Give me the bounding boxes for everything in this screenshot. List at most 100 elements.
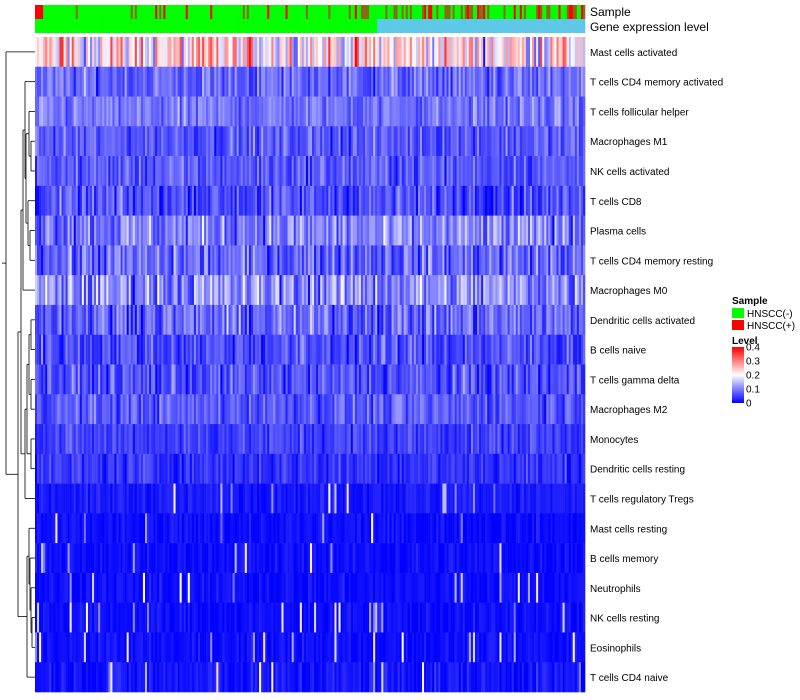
heatmap-cell	[550, 126, 553, 157]
heatmap-cell	[377, 483, 380, 514]
heatmap-cell	[424, 156, 427, 187]
heatmap-cell	[100, 334, 103, 365]
heatmap-cell	[165, 185, 168, 216]
heatmap-cell	[271, 304, 274, 336]
heatmap-cell	[269, 453, 272, 484]
heatmap-cell	[307, 185, 311, 216]
heatmap-cell	[554, 156, 557, 187]
heatmap-cell	[489, 453, 492, 484]
heatmap-cell	[540, 394, 543, 425]
heatmap-cell	[527, 364, 531, 395]
heatmap-cell	[130, 275, 134, 306]
heatmap-cell	[444, 66, 447, 97]
heatmap-cell	[303, 245, 307, 276]
heatmap-cell	[452, 453, 455, 484]
heatmap-cell	[214, 215, 217, 246]
heatmap-cell	[485, 483, 488, 514]
heatmap-cell	[299, 66, 303, 97]
heatmap-cell	[140, 334, 144, 365]
heatmap-cell	[523, 215, 527, 246]
heatmap-cell	[544, 483, 547, 514]
heatmap-cell	[519, 96, 523, 127]
heatmap-cell	[81, 185, 85, 216]
heatmap-cell	[106, 394, 109, 425]
sample-annotation-cell	[556, 5, 559, 19]
heatmap-cell	[354, 37, 358, 68]
heatmap-cell	[305, 364, 309, 395]
heatmap-cell	[303, 215, 307, 246]
heatmap-cell	[204, 215, 207, 246]
heatmap-cell	[454, 96, 457, 127]
sample-annotation-cell	[301, 5, 305, 19]
heatmap-cell	[41, 185, 44, 216]
heatmap-cell	[310, 334, 313, 365]
heatmap-cell	[236, 275, 240, 306]
heatmap-cell	[216, 513, 219, 544]
heatmap-cell	[530, 96, 533, 127]
heatmap-cell	[98, 334, 101, 365]
heatmap-cell	[303, 126, 307, 157]
heatmap-cell	[511, 304, 515, 336]
heatmap-cell	[240, 334, 244, 365]
heatmap-cell	[214, 66, 217, 97]
heatmap-cell	[534, 185, 537, 216]
sample-annotation-cell	[35, 5, 38, 19]
sample-annotation-cell	[281, 5, 284, 19]
heatmap-cell	[149, 96, 152, 127]
heatmap-cell	[49, 245, 52, 276]
heatmap-cell	[346, 245, 350, 276]
heatmap-cell	[430, 334, 433, 365]
heatmap-cell	[244, 453, 248, 484]
heatmap-cell	[271, 334, 274, 365]
heatmap-cell	[356, 185, 360, 216]
heatmap-cell	[542, 483, 545, 514]
expression-annotation-cell	[187, 19, 191, 33]
heatmap-cell	[487, 96, 490, 127]
heatmap-cell	[450, 483, 453, 514]
heatmap-cell	[104, 126, 107, 157]
heatmap-cell	[136, 156, 140, 187]
sample-annotation-cell	[401, 5, 405, 19]
heatmap-cell	[456, 96, 460, 127]
sample-annotation-cell	[277, 5, 280, 19]
heatmap-cell	[77, 215, 81, 246]
heatmap-cell	[430, 245, 433, 276]
heatmap-cell	[568, 156, 572, 187]
heatmap-cell	[499, 66, 502, 97]
heatmap-cell	[120, 215, 123, 246]
heatmap-cell	[163, 424, 166, 455]
heatmap-cell	[346, 156, 350, 187]
heatmap-cell	[224, 96, 227, 127]
heatmap-cell	[493, 96, 496, 127]
heatmap-cell	[401, 483, 405, 514]
heatmap-cell	[71, 185, 75, 216]
heatmap-cell	[47, 66, 50, 97]
expression-annotation-cell	[112, 19, 115, 33]
heatmap-cell	[167, 185, 170, 216]
heatmap-cell	[49, 304, 52, 336]
heatmap-cell	[340, 424, 343, 455]
heatmap-cell	[582, 364, 586, 395]
heatmap-cell	[218, 483, 221, 514]
heatmap-cell	[350, 245, 354, 276]
heatmap-cell	[224, 185, 227, 216]
heatmap-cell	[267, 394, 270, 425]
heatmap-cell	[83, 513, 87, 544]
heatmap-cell	[132, 483, 136, 514]
heatmap-cell	[100, 364, 103, 395]
heatmap-cell	[85, 364, 89, 395]
heatmap-cell	[379, 156, 382, 187]
heatmap-cell	[503, 275, 506, 306]
heatmap-cell	[548, 483, 551, 514]
heatmap-cell	[102, 483, 105, 514]
heatmap-cell	[464, 96, 468, 127]
heatmap-cell	[397, 334, 400, 365]
heatmap-cell	[499, 275, 502, 306]
heatmap-cell	[208, 275, 211, 306]
heatmap-cell	[100, 96, 103, 127]
heatmap-cell	[458, 364, 462, 395]
heatmap-cell	[200, 96, 203, 127]
heatmap-cell	[509, 304, 512, 336]
heatmap-cell	[299, 513, 303, 544]
heatmap-cell	[389, 453, 392, 484]
